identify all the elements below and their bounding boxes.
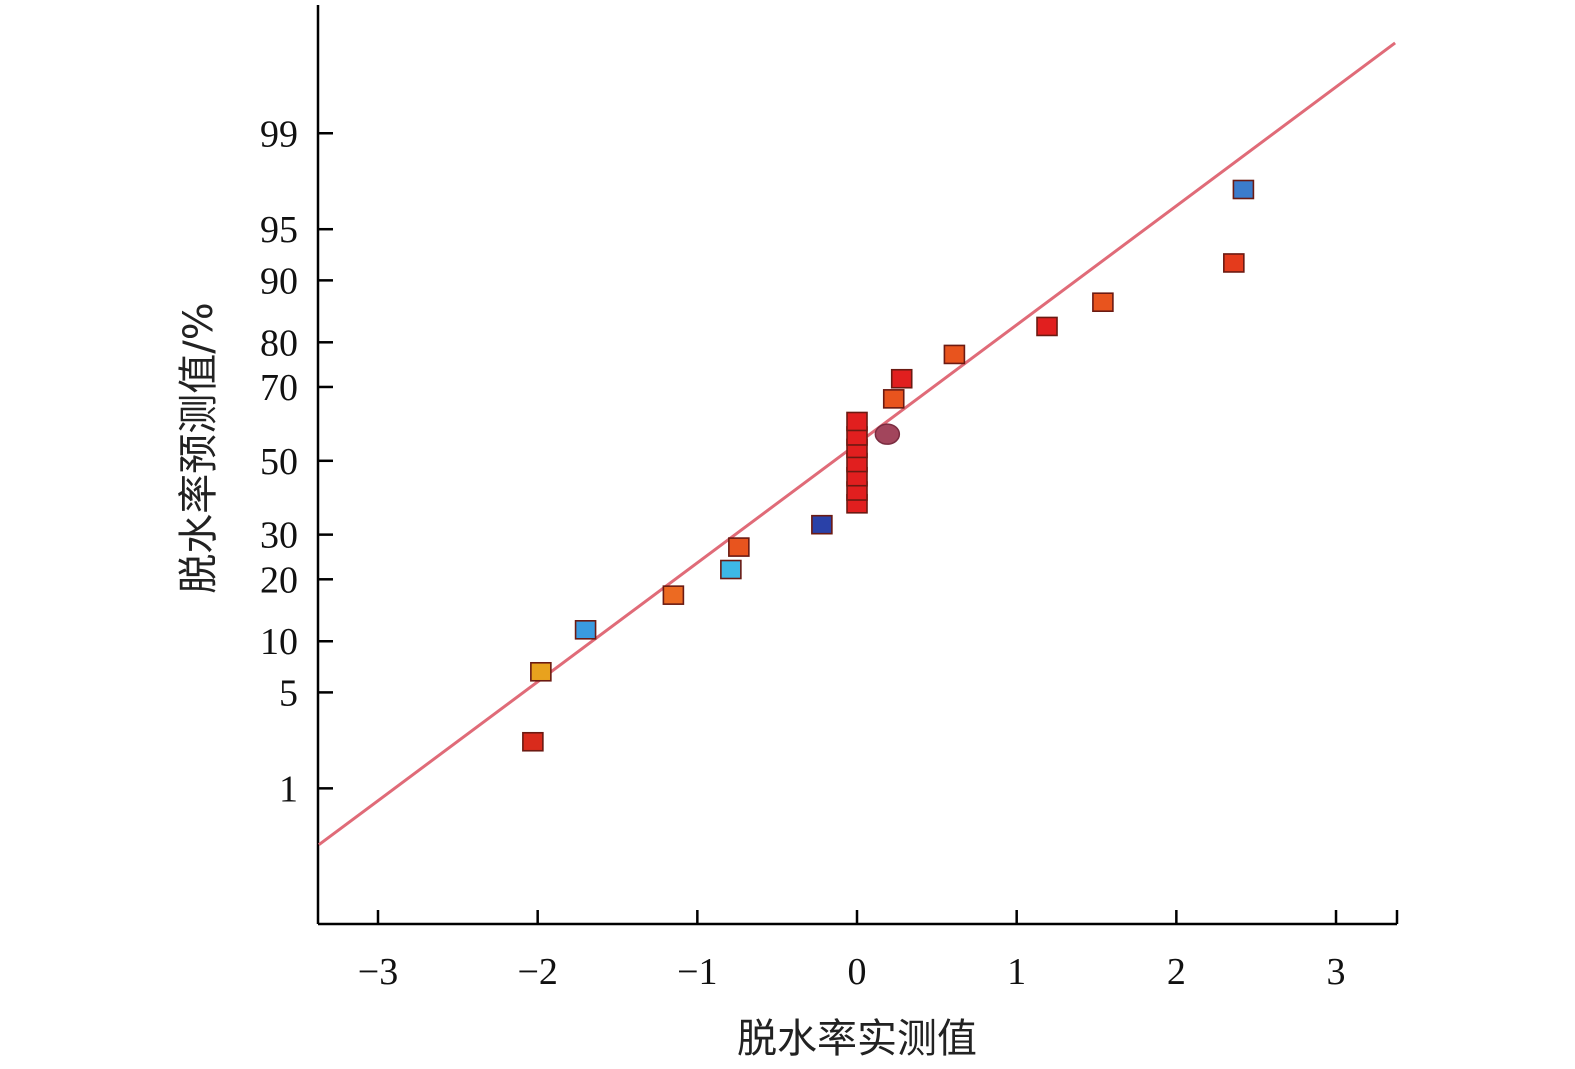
y-tick-label: 70 [260,367,298,409]
data-point [728,537,750,557]
data-point [846,411,868,432]
data-point [811,514,833,535]
data-point [530,661,552,682]
data-point [1232,179,1255,200]
x-tick-label: 2 [1167,951,1186,993]
y-tick-label: 10 [260,621,298,663]
data-point [522,731,544,752]
y-tick-label: 30 [260,515,298,557]
data-point [882,389,905,409]
y-tick-label: 50 [260,441,298,483]
data-point [574,620,597,640]
y-tick-label: 1 [279,768,298,810]
x-tick-label: 3 [1327,951,1346,993]
y-axis-title: 脱水率预测值/% [176,302,222,593]
x-axis-title: 脱水率实测值 [737,1016,977,1062]
point-layer [522,179,1255,752]
data-point [720,559,742,580]
data-point [874,423,901,445]
y-tick-label: 95 [260,209,298,251]
x-tick-label: −2 [517,951,557,993]
x-tick-label: −1 [677,951,717,993]
data-point [662,585,685,605]
data-point [1223,253,1245,273]
x-tick-label: 1 [1007,951,1026,993]
data-point [1092,292,1114,313]
data-point [943,344,966,365]
y-tick-label: 99 [260,113,298,155]
data-point [1036,316,1058,337]
x-tick-label: −3 [358,951,398,993]
data-point [890,368,913,389]
x-tick-label: 0 [848,951,867,993]
x-ticks: −3 −2 −1 0 1 2 3 [358,910,1346,993]
y-tick-label: 20 [260,559,298,601]
y-tick-label: 5 [279,672,298,714]
y-tick-label: 80 [260,322,298,364]
y-tick-label: 90 [260,260,298,302]
